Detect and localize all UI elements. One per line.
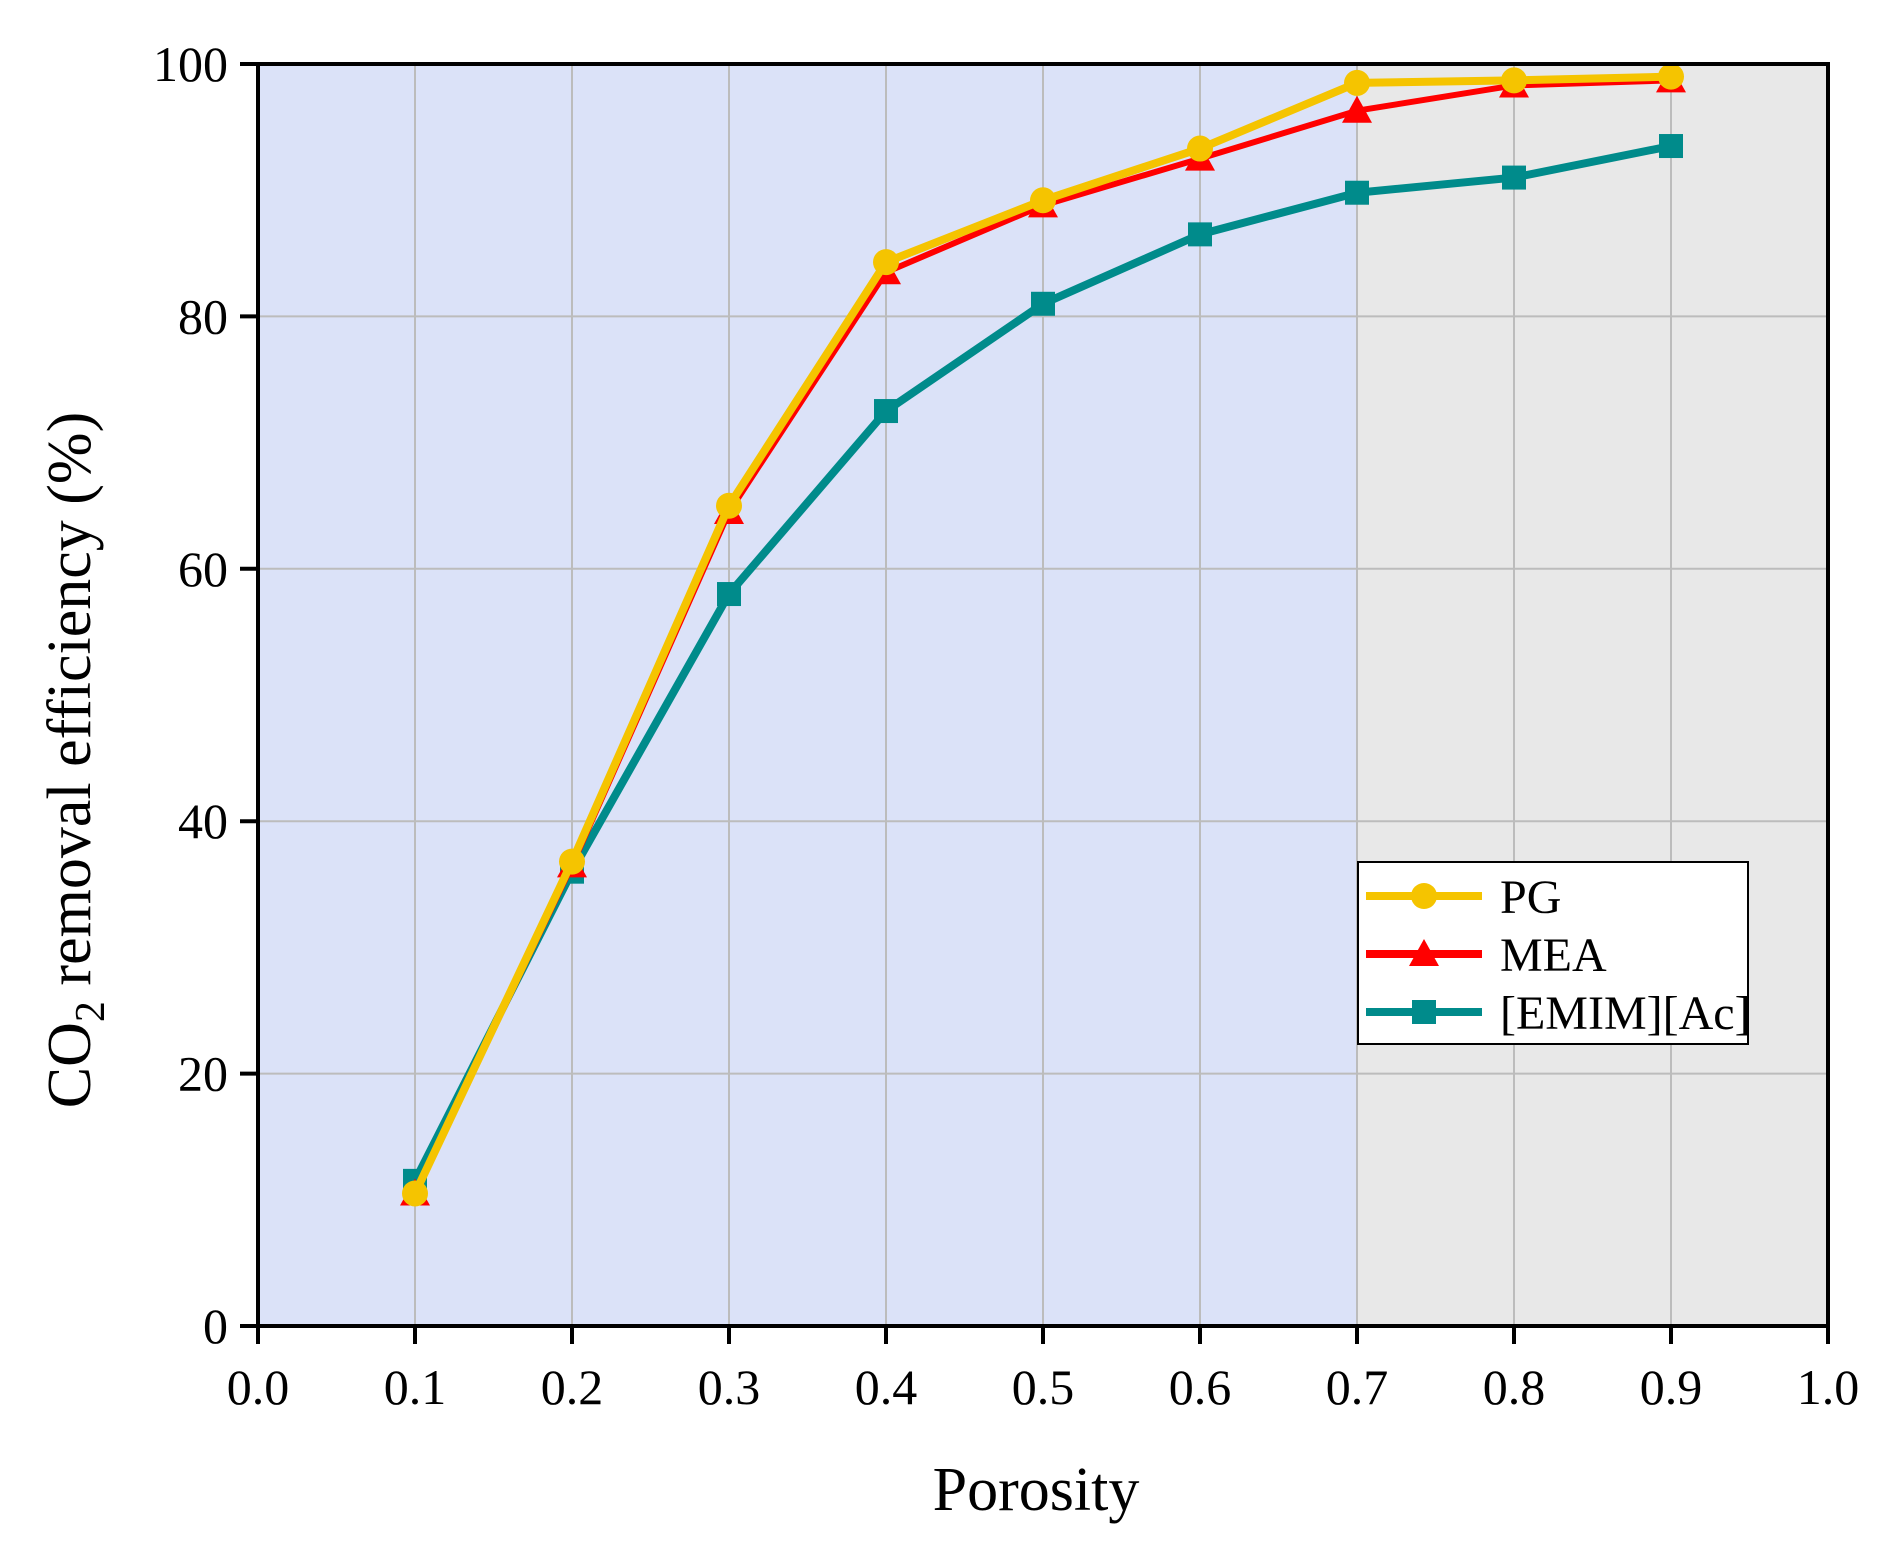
data-point-emim-ac-6: [1345, 180, 1369, 205]
legend-item-emim-ac: [EMIM][Ac]: [1366, 987, 1751, 1040]
y-tick-label-3: 60: [178, 541, 228, 597]
legend-item-pg: PG: [1366, 871, 1561, 924]
x-tick-label-4: 0.4: [855, 1359, 918, 1415]
x-tick-label-10: 1.0: [1797, 1359, 1860, 1415]
x-axis-ticks: 0.0 0.1 0.2 0.3 0.4 0.5 0.6 0.7 0.8 0.9 1.0: [227, 1326, 1860, 1415]
x-tick-label-1: 0.1: [384, 1359, 447, 1415]
data-point-emim-ac-7: [1502, 165, 1526, 190]
x-tick-label-0: 0.0: [227, 1359, 290, 1415]
series-pg: [402, 63, 1684, 1207]
y-axis-title-main: CO: [36, 1022, 104, 1108]
data-point-emim-ac-5: [1188, 222, 1212, 247]
data-point-pg-4: [1030, 187, 1056, 214]
background-region-1: [1357, 64, 1828, 1326]
legend-marker-pg: [1411, 883, 1437, 909]
x-axis-title: Porosity: [933, 1456, 1140, 1524]
data-point-pg-6: [1344, 69, 1370, 96]
grid: [258, 64, 1828, 1326]
y-axis-title-rest: removal efficiency (%): [36, 412, 104, 1001]
y-axis-title-subscript: 2: [68, 1001, 114, 1022]
y-tick-label-5: 100: [153, 36, 228, 92]
data-point-mea-6: [1342, 95, 1372, 123]
background-region-0: [258, 64, 1357, 1326]
data-point-pg-0: [402, 1180, 428, 1207]
data-point-pg-3: [873, 249, 899, 276]
x-tick-label-5: 0.5: [1012, 1359, 1075, 1415]
y-tick-label-4: 80: [178, 288, 228, 344]
data-point-emim-ac-3: [874, 399, 898, 424]
data-point-pg-1: [559, 848, 585, 875]
legend-marker-emim-ac: [1412, 1000, 1436, 1024]
x-tick-label-3: 0.3: [698, 1359, 761, 1415]
legend-label-emim-ac: [EMIM][Ac]: [1500, 987, 1751, 1040]
y-tick-label-1: 20: [178, 1046, 228, 1102]
y-axis-title: CO2 removal efficiency (%): [36, 412, 114, 1108]
x-tick-label-6: 0.6: [1169, 1359, 1232, 1415]
x-tick-label-9: 0.9: [1640, 1359, 1703, 1415]
x-tick-label-8: 0.8: [1483, 1359, 1546, 1415]
data-point-pg-2: [716, 492, 742, 519]
legend-label-mea: MEA: [1500, 929, 1607, 982]
series-layer: [400, 63, 1686, 1207]
data-point-emim-ac-8: [1659, 134, 1683, 159]
data-point-pg-7: [1501, 67, 1527, 94]
plot-background: [258, 64, 1828, 1326]
data-point-emim-ac-2: [717, 582, 741, 607]
data-point-pg-5: [1187, 135, 1213, 162]
y-tick-label-2: 40: [178, 793, 228, 849]
data-point-pg-8: [1658, 63, 1684, 90]
x-tick-label-2: 0.2: [541, 1359, 604, 1415]
y-axis-ticks: 0 20 40 60 80 100: [153, 36, 258, 1354]
data-point-emim-ac-4: [1031, 291, 1055, 316]
legend-marker-mea: [1409, 939, 1439, 966]
x-tick-label-7: 0.7: [1326, 1359, 1389, 1415]
y-tick-label-0: 0: [203, 1298, 228, 1354]
legend-item-mea: MEA: [1366, 929, 1607, 982]
legend-label-pg: PG: [1500, 871, 1561, 924]
